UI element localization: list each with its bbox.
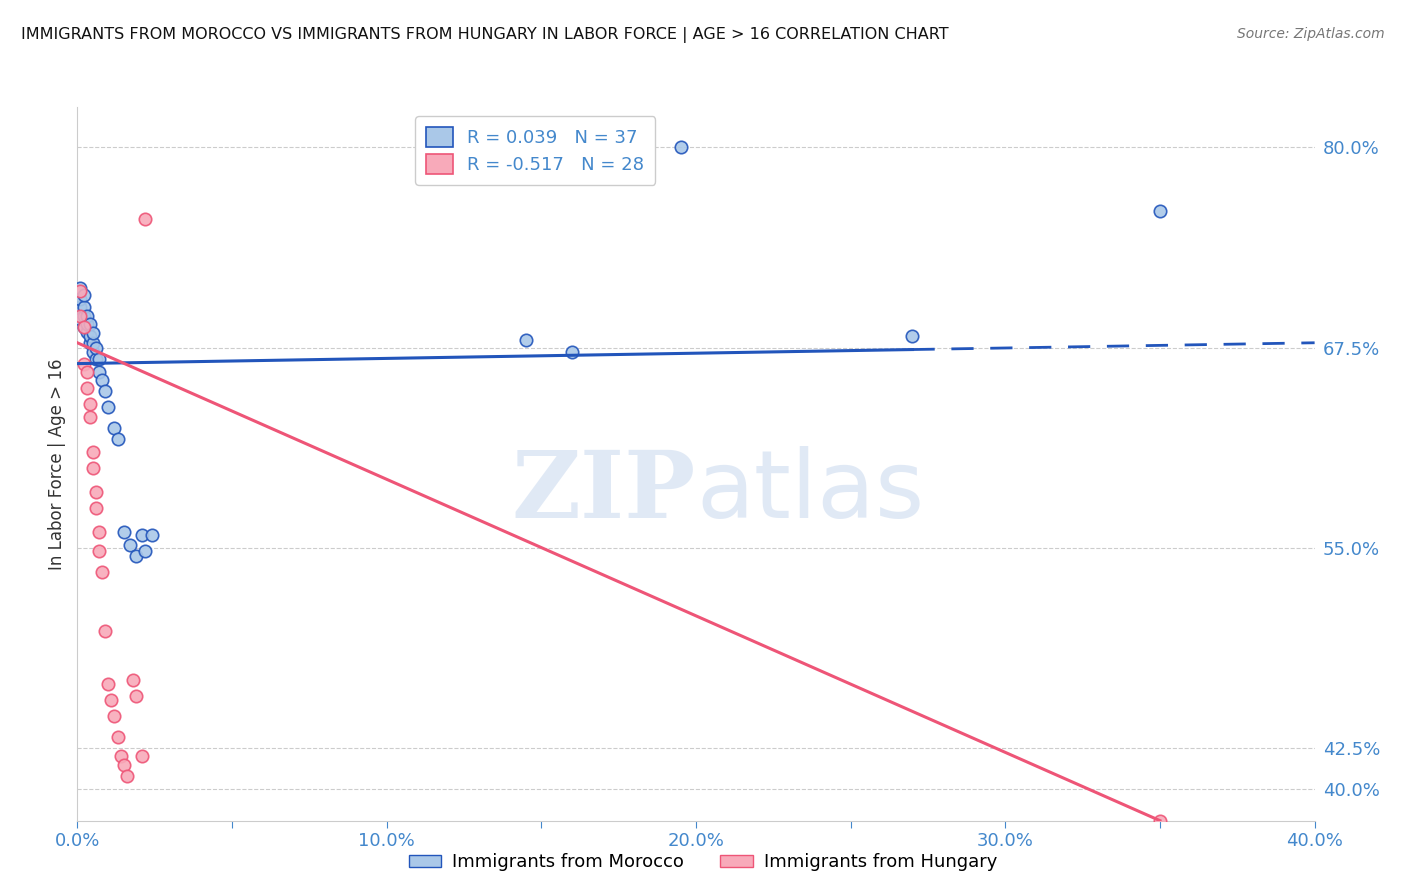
Point xyxy=(125,689,148,703)
Point xyxy=(72,309,94,323)
Point xyxy=(118,538,141,552)
Point xyxy=(103,421,125,435)
Point xyxy=(131,528,153,542)
Point xyxy=(79,409,101,424)
Point xyxy=(87,524,110,539)
Point xyxy=(94,384,117,398)
Point xyxy=(69,309,91,323)
Point xyxy=(79,397,101,411)
Point xyxy=(561,345,583,359)
Point xyxy=(125,549,148,563)
Point xyxy=(76,317,98,331)
Point xyxy=(82,345,104,359)
Point xyxy=(79,335,101,350)
Point xyxy=(84,500,107,515)
Point xyxy=(84,341,107,355)
Point xyxy=(94,624,117,639)
Point xyxy=(87,351,110,366)
Text: Source: ZipAtlas.com: Source: ZipAtlas.com xyxy=(1237,27,1385,41)
Point xyxy=(72,357,94,371)
Point xyxy=(76,381,98,395)
Point xyxy=(141,528,163,542)
Point xyxy=(1149,204,1171,219)
Point xyxy=(91,565,114,579)
Legend: Immigrants from Morocco, Immigrants from Hungary: Immigrants from Morocco, Immigrants from… xyxy=(402,847,1004,879)
Point xyxy=(669,140,692,154)
Point xyxy=(110,749,132,764)
Point xyxy=(82,335,104,350)
Point xyxy=(131,749,153,764)
Point xyxy=(100,693,122,707)
Point xyxy=(134,544,156,558)
Point xyxy=(69,281,91,295)
Point xyxy=(134,212,156,227)
Text: IMMIGRANTS FROM MOROCCO VS IMMIGRANTS FROM HUNGARY IN LABOR FORCE | AGE > 16 COR: IMMIGRANTS FROM MOROCCO VS IMMIGRANTS FR… xyxy=(21,27,949,43)
Point xyxy=(115,769,138,783)
Point xyxy=(82,445,104,459)
Point xyxy=(76,325,98,339)
Point xyxy=(97,400,120,414)
Legend: R = 0.039   N = 37, R = -0.517   N = 28: R = 0.039 N = 37, R = -0.517 N = 28 xyxy=(415,116,655,185)
Point xyxy=(103,709,125,723)
Point xyxy=(515,333,537,347)
Point xyxy=(87,544,110,558)
Point xyxy=(122,673,145,687)
Text: ZIP: ZIP xyxy=(512,448,696,537)
Point xyxy=(91,373,114,387)
Text: atlas: atlas xyxy=(696,446,924,539)
Point xyxy=(82,326,104,340)
Point xyxy=(69,285,91,299)
Point xyxy=(79,329,101,343)
Point xyxy=(82,460,104,475)
Point xyxy=(72,287,94,301)
Point xyxy=(1149,814,1171,828)
Point xyxy=(112,524,135,539)
Point xyxy=(84,484,107,499)
Point xyxy=(112,757,135,772)
Point xyxy=(79,317,101,331)
Point xyxy=(69,293,91,307)
Point xyxy=(76,309,98,323)
Point xyxy=(69,311,91,326)
Point xyxy=(107,432,129,446)
Point xyxy=(72,319,94,334)
Point xyxy=(901,329,924,343)
Point xyxy=(69,301,91,315)
Point xyxy=(84,351,107,366)
Point xyxy=(72,319,94,334)
Point xyxy=(76,365,98,379)
Y-axis label: In Labor Force | Age > 16: In Labor Force | Age > 16 xyxy=(48,358,66,570)
Point xyxy=(87,365,110,379)
Point xyxy=(107,731,129,745)
Point xyxy=(97,677,120,691)
Point xyxy=(72,301,94,315)
